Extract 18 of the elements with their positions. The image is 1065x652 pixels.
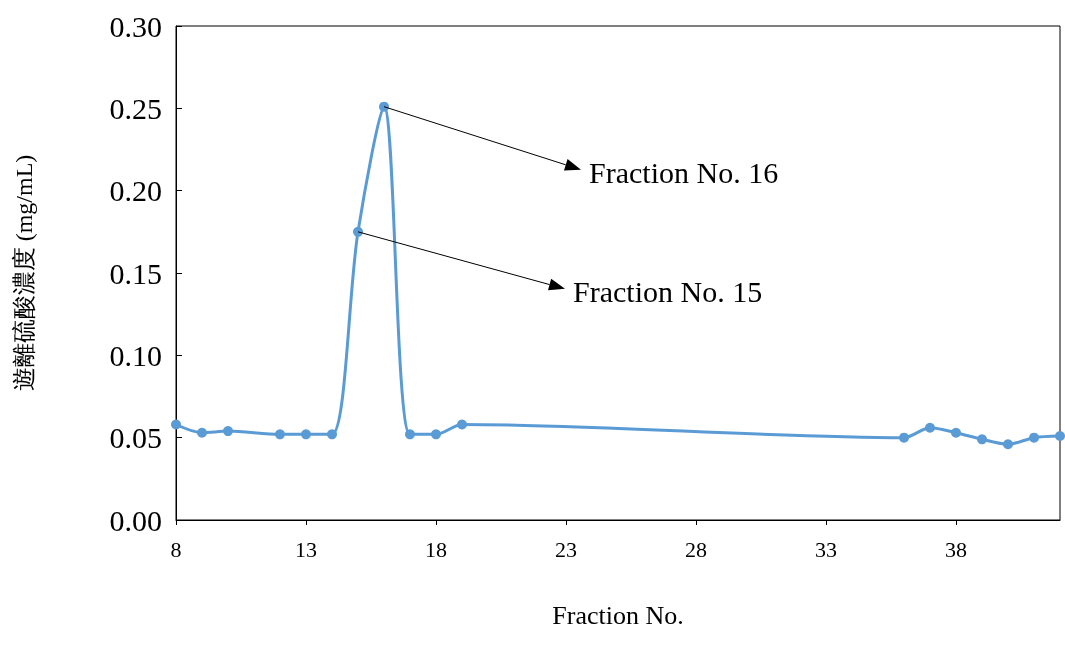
x-tick-label: 13 bbox=[295, 536, 317, 562]
x-tick-label: 38 bbox=[945, 536, 967, 562]
x-tick-label: 33 bbox=[815, 536, 837, 562]
x-tick-label: 28 bbox=[685, 536, 707, 562]
annotation: Fraction No. 15 bbox=[573, 275, 763, 309]
y-axis-title: 遊離硫酸濃度 (mg/mL) bbox=[11, 154, 37, 392]
y-tick-label: 0.15 bbox=[109, 256, 162, 290]
x-axis-title: Fraction No. bbox=[552, 600, 684, 630]
y-tick-label: 0.05 bbox=[109, 421, 162, 455]
y-tick-label: 0.00 bbox=[109, 503, 162, 537]
x-tick-label: 23 bbox=[555, 536, 577, 562]
x-tick-label: 18 bbox=[425, 536, 447, 562]
annotation: Fraction No. 16 bbox=[589, 156, 779, 190]
x-tick-label: 8 bbox=[170, 536, 182, 562]
y-tick-label: 0.25 bbox=[109, 91, 162, 125]
y-tick-label: 0.10 bbox=[109, 338, 162, 372]
y-tick-label: 0.30 bbox=[109, 9, 162, 43]
y-tick-label: 0.20 bbox=[109, 174, 162, 208]
